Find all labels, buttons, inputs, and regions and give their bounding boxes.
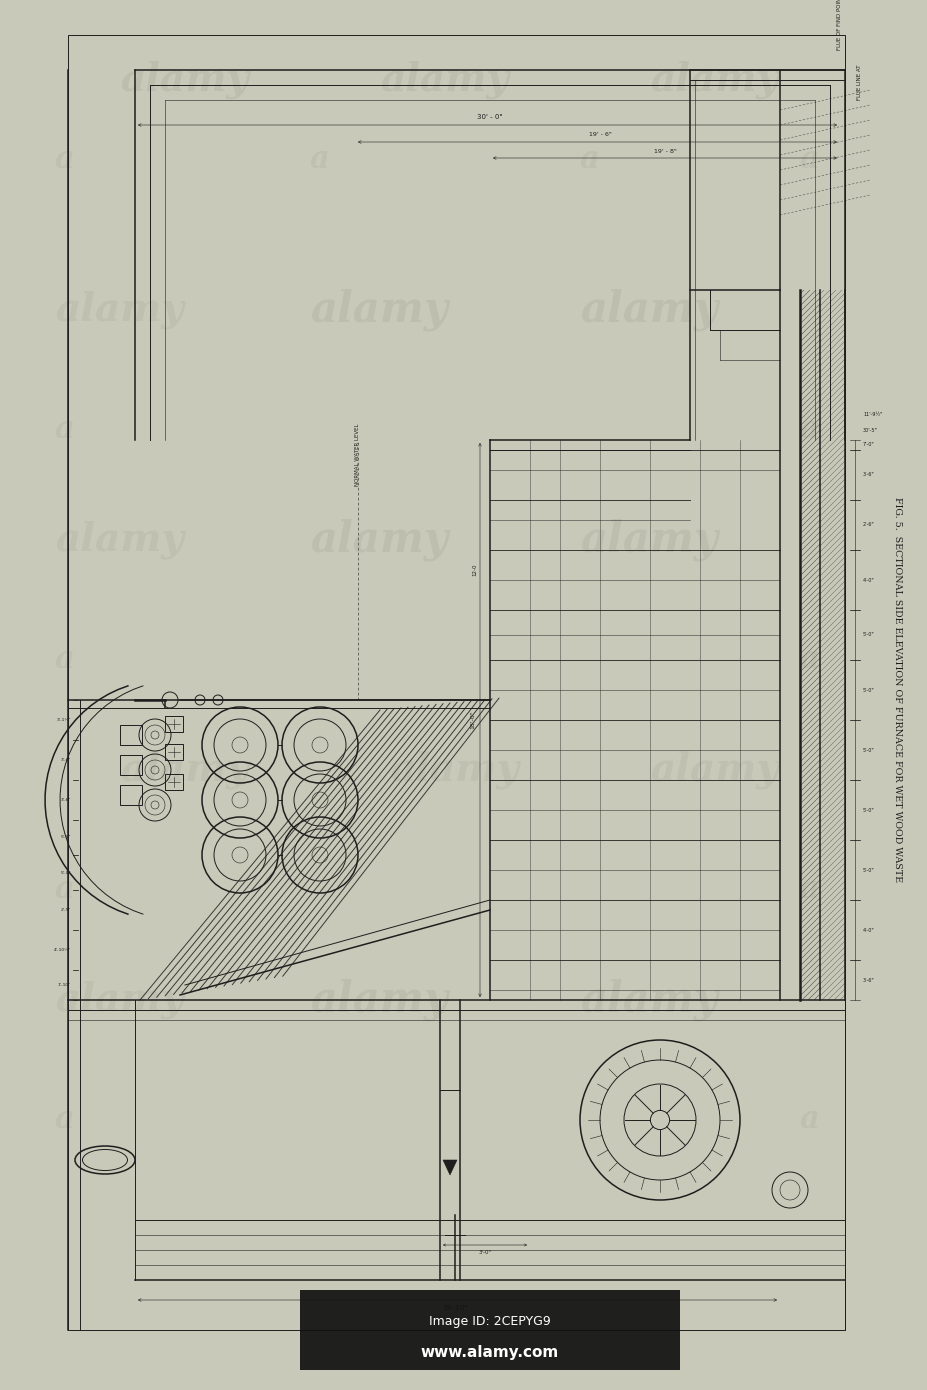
Text: alamy: alamy — [649, 61, 778, 99]
Text: a: a — [799, 145, 819, 175]
Text: 7'-0": 7'-0" — [862, 442, 873, 448]
Text: a: a — [799, 1105, 819, 1136]
Text: 5'-0": 5'-0" — [862, 748, 873, 752]
Text: a: a — [579, 145, 599, 175]
Text: alamy: alamy — [579, 518, 717, 562]
Bar — [799, 291, 819, 999]
Text: 19' - 6": 19' - 6" — [588, 132, 611, 138]
Text: alamy: alamy — [379, 61, 508, 99]
Text: a: a — [310, 145, 329, 175]
Text: 5'-0": 5'-0" — [862, 632, 873, 638]
Text: a: a — [55, 874, 75, 905]
Text: 5'-0": 5'-0" — [862, 808, 873, 813]
Bar — [120, 755, 142, 776]
Text: 3'-0": 3'-0" — [478, 1250, 491, 1255]
Text: alamy: alamy — [310, 518, 448, 562]
Text: a: a — [799, 874, 819, 905]
Text: 30'-5": 30'-5" — [862, 428, 877, 432]
Text: 12-0: 12-0 — [472, 564, 477, 577]
Text: 4'-10½": 4'-10½" — [54, 948, 71, 952]
Text: alamy: alamy — [120, 61, 248, 99]
Text: 2'-9": 2'-9" — [60, 908, 71, 912]
Bar — [819, 291, 844, 999]
Text: alamy: alamy — [55, 291, 184, 329]
Bar — [299, 1290, 679, 1371]
Text: 5'-0": 5'-0" — [60, 835, 71, 840]
Text: FLUE LINE AT: FLUE LINE AT — [857, 64, 861, 100]
Text: a: a — [55, 145, 75, 175]
Text: 3'-1½": 3'-1½" — [57, 719, 71, 721]
Text: 5'-0": 5'-0" — [862, 867, 873, 873]
Bar — [120, 726, 142, 745]
Text: alamy: alamy — [579, 289, 717, 331]
Text: alamy: alamy — [55, 981, 184, 1019]
Bar — [165, 774, 183, 790]
Text: 30' - 0": 30' - 0" — [476, 114, 502, 120]
Text: a: a — [55, 414, 75, 446]
Polygon shape — [442, 1161, 456, 1175]
Bar — [165, 744, 183, 760]
Text: 4'-0": 4'-0" — [862, 927, 873, 933]
Text: 3'-6": 3'-6" — [60, 798, 71, 802]
Text: 1'-10": 1'-10" — [57, 983, 71, 987]
Text: 2'-6": 2'-6" — [862, 523, 873, 527]
Text: alamy: alamy — [389, 751, 518, 790]
Text: a: a — [799, 414, 819, 446]
Text: 19'-10": 19'-10" — [442, 1305, 467, 1311]
Text: 5'-0": 5'-0" — [862, 688, 873, 692]
Text: Image ID: 2CEPYG9: Image ID: 2CEPYG9 — [428, 1315, 551, 1329]
Text: 11'-9½": 11'-9½" — [862, 413, 882, 417]
Bar — [120, 785, 142, 805]
Text: 3'-6": 3'-6" — [60, 758, 71, 762]
Text: a: a — [55, 645, 75, 676]
Text: www.alamy.com: www.alamy.com — [421, 1344, 559, 1359]
Text: a: a — [799, 645, 819, 676]
Text: NORMAL WATER LEVEL: NORMAL WATER LEVEL — [355, 424, 360, 486]
Text: FLUE OF FIND POINT: FLUE OF FIND POINT — [836, 0, 842, 50]
Text: 3'-6": 3'-6" — [862, 473, 873, 478]
Text: a: a — [55, 1105, 75, 1136]
Text: alamy: alamy — [310, 289, 448, 331]
Bar — [68, 35, 844, 1330]
Text: alamy: alamy — [579, 979, 717, 1022]
Text: 18'-0": 18'-0" — [469, 710, 475, 730]
Text: 5'-0": 5'-0" — [60, 870, 71, 874]
Text: alamy: alamy — [55, 521, 184, 559]
Text: alamy: alamy — [120, 751, 248, 790]
Text: 4'-0": 4'-0" — [862, 577, 873, 582]
Text: FIG. 5.  SECTIONAL SIDE ELEVATION OF FURNACE FOR WET WOOD WASTE: FIG. 5. SECTIONAL SIDE ELEVATION OF FURN… — [893, 498, 902, 883]
Bar — [165, 716, 183, 733]
Text: 19' - 8": 19' - 8" — [653, 149, 676, 154]
Text: alamy: alamy — [649, 751, 778, 790]
Text: alamy: alamy — [310, 979, 448, 1022]
Text: 3'-6": 3'-6" — [862, 977, 873, 983]
